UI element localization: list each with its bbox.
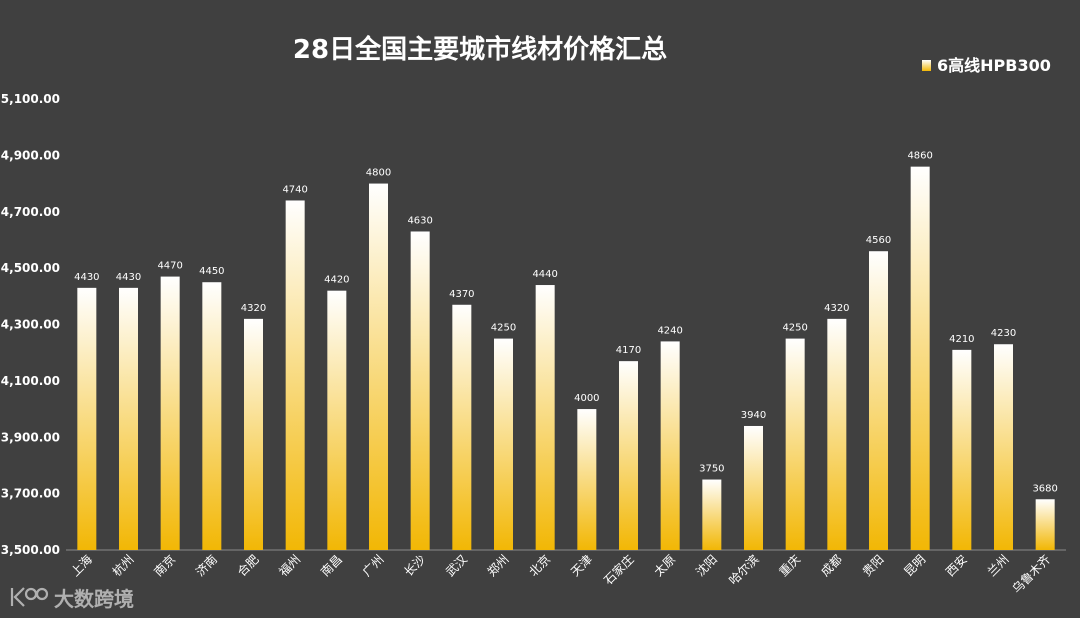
x-tick-label: 贵阳 [860, 552, 887, 579]
x-tick-label: 哈尔滨 [726, 552, 762, 588]
bar [494, 338, 513, 550]
y-tick-label: 4,100.00 [1, 374, 60, 388]
bars [77, 166, 1055, 550]
data-label: 4320 [241, 303, 266, 314]
watermark: 大数跨境 [10, 587, 134, 611]
data-label: 4430 [74, 272, 99, 283]
x-tick-label: 太原 [651, 552, 679, 580]
data-label: 4170 [616, 345, 641, 356]
data-label: 4740 [282, 184, 307, 195]
bar [744, 425, 763, 550]
data-label: 4250 [782, 323, 807, 334]
bar [77, 287, 97, 550]
data-label: 4450 [199, 266, 224, 277]
x-tick-label: 武汉 [443, 552, 470, 579]
x-tick-label: 广州 [360, 552, 387, 579]
bar [910, 166, 930, 550]
y-tick-label: 4,300.00 [1, 318, 60, 332]
x-tick-label: 长沙 [401, 552, 428, 579]
x-tick-label: 昆明 [901, 552, 928, 579]
data-label: 4210 [949, 334, 974, 345]
bar [994, 344, 1013, 550]
data-label: 4230 [991, 328, 1016, 339]
data-label: 4430 [116, 272, 141, 283]
bar [702, 479, 722, 550]
bar [285, 200, 305, 550]
x-tick-label: 成都 [818, 552, 845, 579]
x-tick-label: 兰州 [985, 552, 1012, 579]
bar [410, 231, 430, 550]
data-label: 4320 [824, 303, 849, 314]
x-tick-label: 重庆 [776, 552, 803, 579]
bar [952, 349, 972, 550]
y-tick-label: 4,700.00 [1, 205, 60, 219]
x-tick-label: 福州 [276, 552, 304, 580]
legend-marker [922, 60, 931, 71]
x-tick-label: 西安 [942, 552, 970, 580]
data-label: 4560 [866, 235, 891, 246]
y-tick-label: 4,900.00 [1, 148, 60, 162]
y-tick-label: 5,100.00 [1, 92, 60, 106]
x-tick-label: 郑州 [484, 552, 512, 580]
chart-title: 28日全国主要城市线材价格汇总 [293, 34, 667, 65]
bar [577, 409, 597, 550]
x-tick-label: 合肥 [234, 552, 262, 580]
y-axis: 3,500.00 3,700.00 3,900.00 4,100.00 4,300.00… [1, 92, 60, 557]
bar [619, 361, 638, 550]
x-tick-label: 乌鲁木齐 [1009, 552, 1054, 597]
x-tick-label: 上海 [67, 552, 95, 580]
data-label: 3750 [699, 464, 724, 475]
x-tick-label: 济南 [192, 552, 220, 580]
data-label: 3680 [1032, 483, 1057, 494]
data-label: 4800 [366, 168, 391, 179]
y-tick-label: 3,700.00 [1, 487, 60, 501]
bar [535, 285, 555, 550]
bar [160, 276, 180, 550]
bar [452, 304, 472, 550]
data-labels: 4430 4430 4470 4450 4320 4740 4420 4800 4630 4370… [74, 151, 1058, 495]
data-label: 4630 [407, 215, 432, 226]
x-tick-label: 沈阳 [692, 552, 720, 580]
bar [327, 290, 347, 550]
bar [869, 251, 888, 550]
bar [244, 318, 263, 550]
x-tick-label: 天津 [568, 552, 595, 579]
data-label: 4370 [449, 289, 474, 300]
x-axis: 上海 杭州 南京 济南 合肥 福州 南昌 广州 长沙 武汉 郑州 北京 天津 石家庄 太原 沈阳 哈尔滨 重庆 成都… [67, 552, 1053, 597]
bar [827, 318, 847, 550]
x-tick-label: 杭州 [109, 552, 137, 580]
bar [202, 282, 222, 550]
x-tick-label: 南昌 [317, 552, 345, 580]
watermark-text: 大数跨境 [54, 587, 134, 611]
legend-label: 6高线HPB300 [937, 56, 1051, 75]
y-tick-label: 3,500.00 [1, 543, 60, 557]
data-label: 4470 [157, 261, 182, 272]
x-tick-label: 南京 [151, 552, 179, 580]
bar [1035, 499, 1055, 550]
bar [369, 183, 388, 550]
data-label: 4420 [324, 275, 349, 286]
data-label: 4000 [574, 393, 599, 404]
x-tick-label: 石家庄 [601, 552, 637, 588]
bar [119, 287, 138, 550]
data-label: 4240 [657, 325, 682, 336]
data-label: 3940 [741, 410, 766, 421]
data-label: 4250 [491, 323, 516, 334]
legend: 6高线HPB300 [922, 56, 1051, 75]
x-tick-label: 北京 [526, 552, 553, 579]
data-label: 4440 [532, 269, 557, 280]
y-tick-label: 4,500.00 [1, 261, 60, 275]
y-tick-label: 3,900.00 [1, 430, 60, 444]
data-label: 4860 [907, 151, 932, 162]
bar [785, 338, 805, 550]
k100-logo-icon [10, 587, 49, 607]
bar [660, 341, 680, 550]
